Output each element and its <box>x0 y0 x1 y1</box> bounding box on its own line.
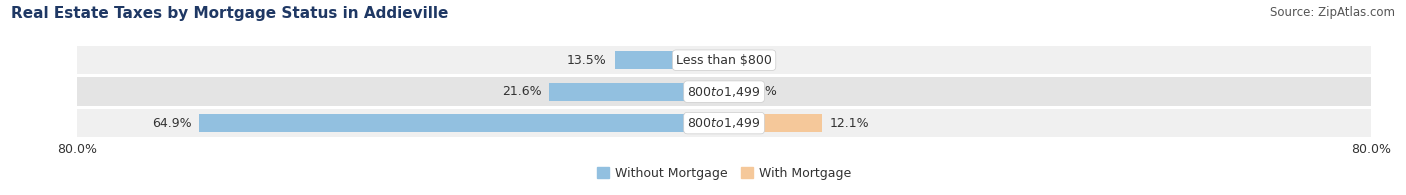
Text: $800 to $1,499: $800 to $1,499 <box>688 85 761 99</box>
Bar <box>724 114 823 132</box>
Bar <box>724 82 738 101</box>
Text: Less than $800: Less than $800 <box>676 54 772 67</box>
Bar <box>77 109 1371 137</box>
Text: 13.5%: 13.5% <box>567 54 607 67</box>
Legend: Without Mortgage, With Mortgage: Without Mortgage, With Mortgage <box>592 162 856 185</box>
Text: Real Estate Taxes by Mortgage Status in Addieville: Real Estate Taxes by Mortgage Status in … <box>11 6 449 21</box>
Text: 1.7%: 1.7% <box>747 85 778 98</box>
Text: Source: ZipAtlas.com: Source: ZipAtlas.com <box>1270 6 1395 19</box>
Text: 21.6%: 21.6% <box>502 85 541 98</box>
Bar <box>550 82 724 101</box>
Text: 12.1%: 12.1% <box>830 117 870 130</box>
Text: 64.9%: 64.9% <box>152 117 191 130</box>
Bar <box>77 77 1371 106</box>
Bar <box>614 51 724 69</box>
Text: 0.0%: 0.0% <box>733 54 765 67</box>
Bar <box>200 114 724 132</box>
Text: $800 to $1,499: $800 to $1,499 <box>688 116 761 130</box>
Bar <box>77 46 1371 74</box>
